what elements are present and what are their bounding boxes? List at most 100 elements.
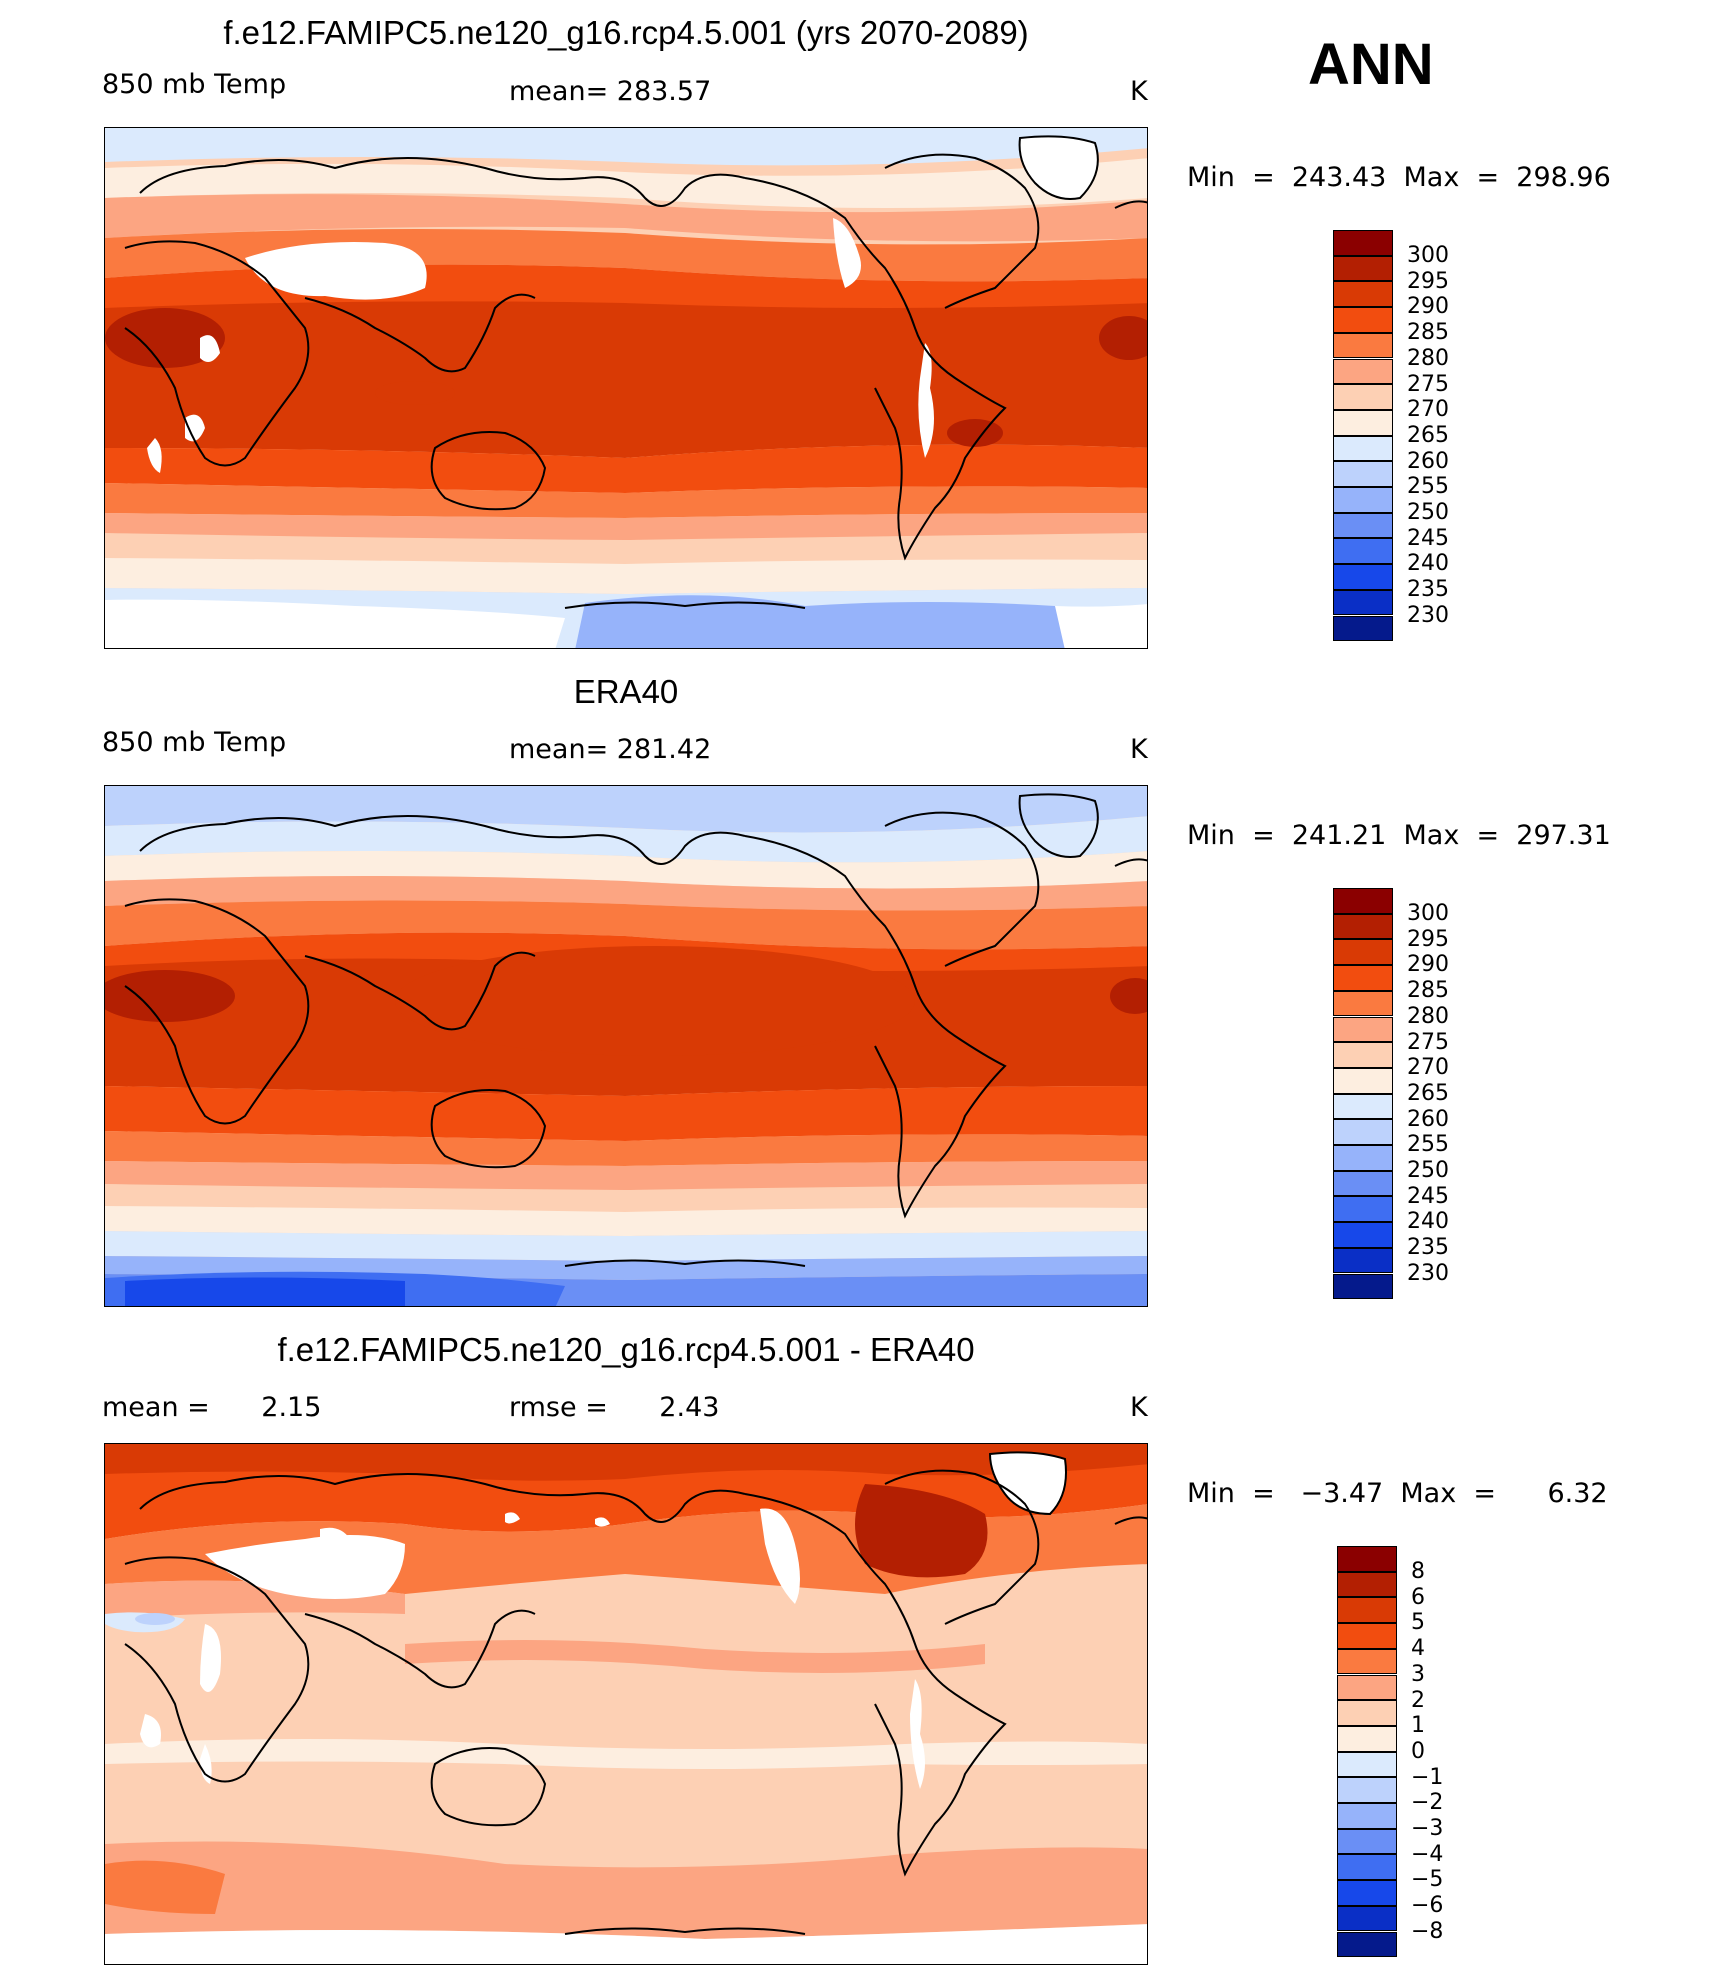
colorbar-label: 300: [1407, 243, 1449, 268]
panel2-variable-label: 850 mb Temp: [102, 727, 287, 758]
colorbar-label: 3: [1411, 1661, 1425, 1687]
panel3-rmse-label: rmse = 2.43: [509, 1392, 720, 1423]
colorbar-swatch: [1337, 1700, 1397, 1726]
colorbar-label: 250: [1407, 500, 1449, 525]
panel2-units-label: K: [1130, 734, 1148, 765]
colorbar-label: 255: [1407, 1132, 1449, 1158]
colorbar-label: −2: [1411, 1790, 1444, 1816]
panel2-minmax-label: Min = 241.21 Max = 297.31: [1187, 820, 1611, 851]
colorbar-swatch: [1333, 538, 1393, 565]
colorbar-label: 260: [1407, 448, 1449, 474]
colorbar-label: 245: [1407, 1183, 1449, 1209]
colorbar-swatch: [1333, 615, 1393, 642]
colorbar-swatch: [1333, 384, 1393, 410]
colorbar-label: 0: [1411, 1738, 1425, 1764]
colorbar-swatch: [1333, 255, 1393, 282]
colorbar-label: 245: [1407, 525, 1449, 551]
colorbar-label: 255: [1407, 474, 1449, 500]
colorbar-swatch: [1337, 1623, 1397, 1649]
colorbar-label: 290: [1407, 952, 1449, 978]
colorbar-label: 240: [1407, 1209, 1449, 1235]
colorbar-swatch: [1333, 990, 1393, 1017]
colorbar-label: 8: [1411, 1559, 1425, 1584]
colorbar-label: −1: [1411, 1764, 1444, 1790]
panel3-map: [104, 1443, 1148, 1965]
colorbar-label: −5: [1411, 1867, 1444, 1893]
colorbar-label: 275: [1407, 1029, 1449, 1055]
colorbar-label: 230: [1407, 1260, 1449, 1286]
colorbar-label: 265: [1407, 1080, 1449, 1106]
colorbar-label: 6: [1411, 1584, 1425, 1610]
colorbar-swatch: [1333, 461, 1393, 487]
colorbar-label: 280: [1407, 345, 1449, 371]
colorbar-swatch: [1333, 332, 1393, 359]
colorbar-swatch: [1337, 1571, 1397, 1598]
panel3-mean-label: mean = 2.15: [102, 1392, 322, 1423]
colorbar-label: −8: [1411, 1918, 1444, 1944]
colorbar-label: 235: [1407, 577, 1449, 603]
colorbar-label: 1: [1411, 1713, 1425, 1739]
colorbar-swatch: [1333, 1222, 1393, 1248]
colorbar-label: −6: [1411, 1893, 1444, 1919]
colorbar-swatch: [1333, 1042, 1393, 1068]
colorbar-label: 260: [1407, 1106, 1449, 1132]
colorbar-swatch: [1337, 1546, 1397, 1572]
colorbar-label: 285: [1407, 978, 1449, 1004]
colorbar-label: 4: [1411, 1636, 1425, 1662]
panel2-mean-label: mean= 281.42: [509, 734, 712, 765]
colorbar-label: 280: [1407, 1003, 1449, 1029]
colorbar-swatch: [1333, 1196, 1393, 1223]
colorbar-swatch: [1333, 1067, 1393, 1094]
colorbar-swatch: [1337, 1828, 1397, 1855]
colorbar-swatch: [1333, 409, 1393, 436]
panel3-title: f.e12.FAMIPC5.ne120_g16.rcp4.5.001 - ERA…: [277, 1331, 975, 1368]
colorbar-label: 295: [1407, 926, 1449, 952]
colorbar-label: 265: [1407, 422, 1449, 448]
colorbar-label: 235: [1407, 1235, 1449, 1261]
colorbar-label: 230: [1407, 602, 1449, 628]
colorbar-label: 300: [1407, 901, 1449, 926]
colorbar-swatch: [1333, 913, 1393, 940]
colorbar-label: 2: [1411, 1687, 1425, 1713]
colorbar-swatch: [1337, 1803, 1397, 1829]
colorbar-swatch: [1337, 1674, 1397, 1701]
panel3-minmax-label: Min = −3.47 Max = 6.32: [1187, 1478, 1608, 1509]
colorbar-swatch: [1333, 230, 1393, 256]
colorbar-label: 295: [1407, 268, 1449, 294]
colorbar-label: 270: [1407, 1055, 1449, 1081]
colorbar-label: 290: [1407, 294, 1449, 320]
panel2-map: [104, 785, 1148, 1307]
colorbar-swatch: [1337, 1725, 1397, 1752]
colorbar-label: 285: [1407, 320, 1449, 346]
colorbar-label: 250: [1407, 1158, 1449, 1183]
colorbar-swatch: [1333, 939, 1393, 966]
colorbar-swatch: [1333, 435, 1393, 462]
colorbar-swatch: [1333, 358, 1393, 385]
colorbar-swatch: [1333, 512, 1393, 539]
colorbar-swatch: [1333, 281, 1393, 308]
colorbar-swatch: [1333, 965, 1393, 991]
colorbar-swatch: [1333, 1145, 1393, 1171]
colorbar-swatch: [1333, 1119, 1393, 1145]
colorbar-swatch: [1333, 589, 1393, 616]
colorbar-swatch: [1333, 564, 1393, 590]
colorbar-label: 5: [1411, 1610, 1425, 1636]
panel1-minmax-label: Min = 243.43 Max = 298.96: [1187, 162, 1611, 193]
panel3-units-label: K: [1130, 1392, 1148, 1423]
panel1-variable-label: 850 mb Temp: [102, 69, 287, 100]
colorbar-swatch: [1333, 307, 1393, 333]
panel1-title: f.e12.FAMIPC5.ne120_g16.rcp4.5.001 (yrs …: [223, 14, 1029, 51]
colorbar-label: 270: [1407, 397, 1449, 423]
colorbar-swatch: [1337, 1777, 1397, 1803]
colorbar-swatch: [1337, 1931, 1397, 1958]
colorbar-swatch: [1333, 487, 1393, 513]
colorbar-swatch: [1333, 888, 1393, 914]
colorbar-swatch: [1333, 1170, 1393, 1197]
colorbar-label: −4: [1411, 1841, 1444, 1867]
colorbar-swatch: [1337, 1880, 1397, 1906]
colorbar-swatch: [1333, 1247, 1393, 1274]
season-label: ANN: [1308, 32, 1434, 97]
colorbar-swatch: [1333, 1273, 1393, 1300]
colorbar-label: 275: [1407, 371, 1449, 397]
panel1-units-label: K: [1130, 76, 1148, 107]
